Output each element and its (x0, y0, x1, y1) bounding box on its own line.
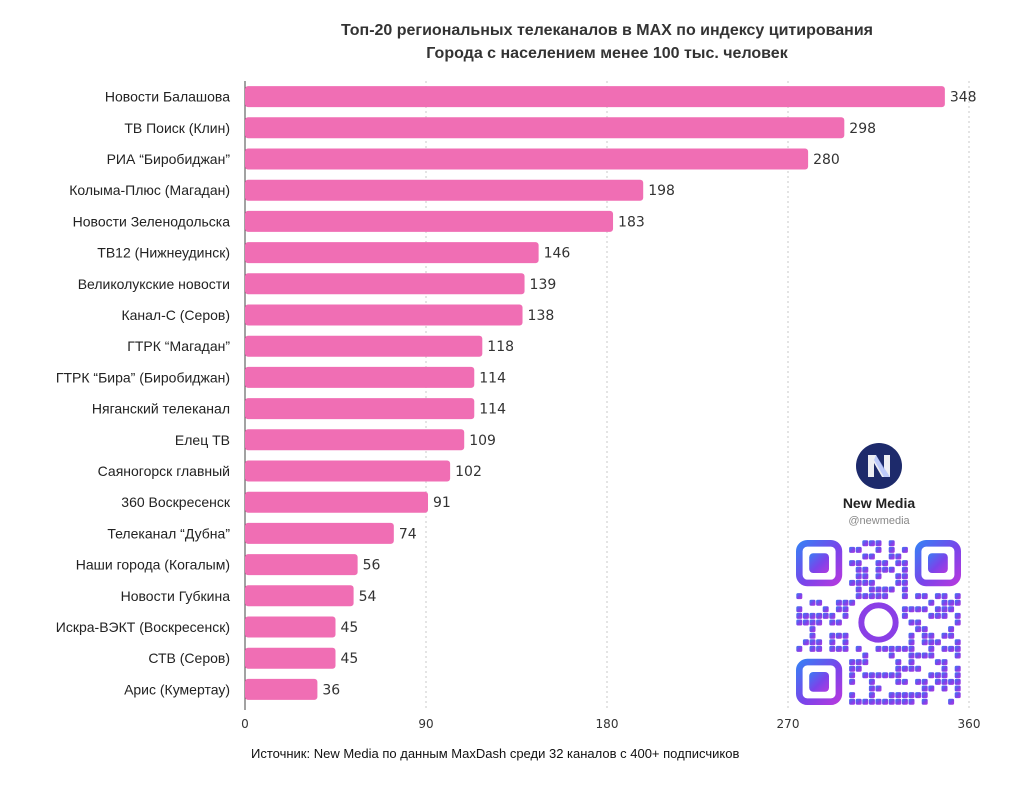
bar (245, 429, 465, 451)
category-label: ГТРК “Бира” (Биробиджан) (56, 369, 230, 385)
value-label: 298 (849, 121, 876, 137)
bar (245, 522, 394, 544)
bar (245, 398, 475, 420)
value-label: 198 (648, 183, 675, 199)
bar (245, 616, 336, 638)
category-label: Великолукские новости (78, 276, 230, 292)
bar (245, 491, 429, 513)
value-label: 36 (322, 682, 340, 698)
value-label: 280 (813, 152, 840, 168)
bar (245, 678, 318, 700)
bar (245, 273, 525, 295)
bar (245, 148, 809, 170)
bar (245, 554, 358, 576)
bar (245, 304, 523, 326)
category-label: ТВ Поиск (Клин) (124, 120, 230, 136)
x-tick-label: 270 (777, 717, 800, 731)
value-label: 109 (469, 433, 496, 449)
category-label: Няганский телеканал (92, 401, 230, 417)
value-label: 54 (359, 589, 377, 605)
category-label: Новости Балашова (105, 89, 230, 105)
category-label: ТВ12 (Нижнеудинск) (97, 245, 230, 261)
value-label: 91 (433, 495, 451, 511)
category-label: Саяногорск главный (98, 463, 230, 479)
chart-title: Топ-20 региональных телеканалов в MAX по… (340, 22, 874, 39)
category-label: 360 Воскресенск (121, 494, 231, 510)
bar (245, 647, 336, 669)
category-label: Новости Губкина (121, 588, 231, 604)
category-label: Телеканал “Дубна” (107, 525, 230, 541)
qr-code-icon[interactable] (796, 540, 961, 705)
value-label: 146 (544, 246, 571, 262)
new-media-logo-icon (856, 443, 902, 489)
category-label: Новости Зеленодольска (73, 213, 231, 229)
bar-chart: 0 90 180 270 360 Новости Балашова 348 ТВ Поиск … (56, 81, 981, 731)
source-note: Источник: New Media по данным MaxDash ср… (251, 746, 740, 761)
brand-handle: @newmedia (848, 515, 910, 527)
bar (245, 335, 483, 357)
brand-name: New Media (842, 495, 916, 511)
value-label: 114 (479, 370, 506, 386)
value-label: 138 (528, 308, 555, 324)
x-tick-label: 0 (241, 717, 249, 731)
value-label: 114 (479, 402, 506, 418)
x-tick-label: 360 (958, 717, 981, 731)
category-label: РИА “Биробиджан” (107, 151, 231, 167)
bar (245, 179, 644, 201)
value-label: 74 (399, 526, 417, 542)
category-label: Наши города (Когалым) (76, 557, 230, 573)
value-label: 102 (455, 464, 482, 480)
value-label: 45 (341, 651, 359, 667)
category-label: Искра-ВЭКТ (Воскресенск) (56, 619, 230, 635)
value-label: 139 (530, 277, 557, 293)
category-label: Елец ТВ (175, 432, 230, 448)
category-label: ГТРК “Магадан” (127, 338, 230, 354)
value-label: 45 (341, 620, 359, 636)
category-label: Канал-С (Серов) (121, 307, 230, 323)
chart-subtitle: Города с населением менее 100 тыс. челов… (426, 45, 788, 62)
x-tick-label: 90 (418, 717, 433, 731)
category-label: Арис (Кумертау) (124, 681, 230, 697)
bar (245, 86, 945, 108)
bar (245, 585, 354, 607)
value-label: 348 (950, 90, 977, 106)
x-tick-label: 180 (596, 717, 619, 731)
value-label: 118 (487, 339, 514, 355)
value-label: 56 (363, 558, 381, 574)
category-label: Колыма-Плюс (Магадан) (69, 182, 230, 198)
value-label: 183 (618, 214, 645, 230)
bar (245, 117, 845, 139)
category-label: СТВ (Серов) (148, 650, 230, 666)
bar (245, 210, 614, 232)
bar (245, 460, 451, 482)
bar (245, 366, 475, 388)
bar (245, 242, 539, 264)
